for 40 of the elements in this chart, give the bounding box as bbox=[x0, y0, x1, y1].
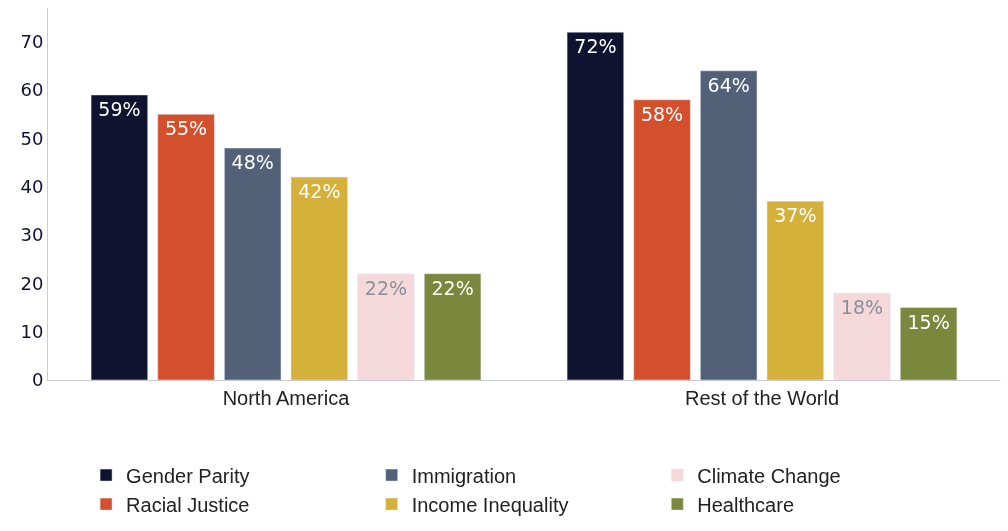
bar bbox=[766, 201, 824, 380]
text: 15% bbox=[907, 310, 950, 333]
text: 64% bbox=[707, 73, 750, 96]
bar bbox=[90, 94, 148, 380]
text: 59% bbox=[98, 97, 141, 120]
bar bbox=[900, 307, 958, 380]
text: 42% bbox=[298, 180, 341, 203]
legend-label: Racial Justice bbox=[126, 493, 250, 516]
bar bbox=[357, 273, 415, 380]
bar bbox=[700, 70, 758, 380]
text: 48% bbox=[231, 151, 274, 174]
x-tick-label: North America bbox=[222, 387, 351, 409]
text: 72% bbox=[574, 35, 617, 58]
bar bbox=[633, 99, 691, 380]
bar bbox=[424, 273, 482, 380]
bar bbox=[566, 31, 624, 380]
text: 18% bbox=[840, 296, 884, 319]
legend-label: Immigration bbox=[411, 464, 517, 487]
y-tick-label: 30 bbox=[20, 224, 44, 246]
y-tick-label: 10 bbox=[20, 320, 44, 342]
bar bbox=[157, 114, 215, 380]
bar bbox=[224, 147, 282, 380]
y-tick-label: 60 bbox=[20, 79, 44, 101]
y-tick-label: 70 bbox=[20, 31, 44, 53]
legend-label: Healthcare bbox=[697, 493, 794, 516]
text: 58% bbox=[640, 102, 684, 125]
y-tick-label: 40 bbox=[20, 176, 44, 198]
text: 55% bbox=[164, 117, 208, 140]
legend-label: Gender Parity bbox=[126, 464, 250, 487]
text: 22% bbox=[431, 276, 474, 299]
x-tick-label: Rest of the World bbox=[684, 387, 840, 409]
legend-label: Climate Change bbox=[697, 464, 841, 487]
bar bbox=[833, 292, 891, 380]
y-tick-label: 50 bbox=[20, 127, 44, 149]
legend-label: Income Inequality bbox=[411, 493, 569, 516]
y-tick-label: 20 bbox=[20, 272, 44, 294]
text: 37% bbox=[774, 204, 817, 227]
bar bbox=[290, 176, 348, 380]
y-tick-label: 0 bbox=[31, 369, 44, 391]
text: 22% bbox=[364, 276, 408, 299]
